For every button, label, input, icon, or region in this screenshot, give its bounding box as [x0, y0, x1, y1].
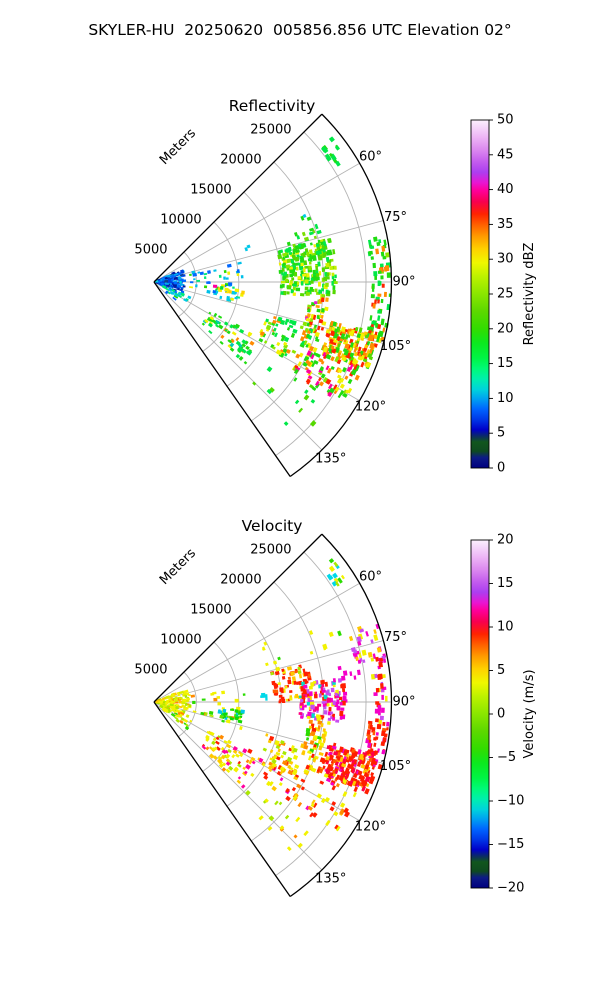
- reflectivity-panel-title: Reflectivity: [228, 97, 316, 115]
- colorbar-tick-label: 35: [497, 217, 514, 232]
- azimuth-gridline: [153, 640, 384, 703]
- range-ring: [178, 671, 197, 738]
- range-ring: [275, 131, 367, 457]
- echo-region-edge-90: [370, 655, 388, 725]
- colorbar-tick-label: 15: [497, 356, 514, 371]
- azimuth-gridline: [153, 701, 384, 764]
- echo-region-top-dashes: [326, 558, 345, 587]
- azimuth-tick-label: 75°: [384, 210, 407, 225]
- colorbar-tick-label: 20: [497, 533, 514, 548]
- range-tick-label: 20000: [220, 573, 261, 588]
- range-ring: [226, 611, 282, 807]
- range-tick-label: 20000: [220, 153, 261, 168]
- echo-region-cyan-dash: [260, 692, 268, 701]
- echo-region-edge-top-magenta: [348, 623, 387, 663]
- azimuth-gridline: [153, 582, 360, 703]
- range-tick-label: 10000: [160, 213, 201, 228]
- azimuth-tick-label: 60°: [359, 570, 382, 585]
- colorbar-tick-label: 45: [497, 147, 514, 162]
- colorbar-tick-label: 25: [497, 287, 514, 302]
- echo-region-green-streak: [217, 708, 245, 724]
- echo-region-spot-67: [300, 213, 312, 221]
- echo-region-edge-low-red: [365, 720, 390, 770]
- echo-region-band-low: [201, 730, 264, 789]
- azimuth-tick-label: 105°: [380, 759, 411, 774]
- echo-region-mid-specks: [190, 690, 246, 731]
- echo-cells: [154, 558, 390, 852]
- colorbar-tick-label: −20: [497, 881, 524, 896]
- colorbar-tick-label: −5: [497, 750, 516, 765]
- azimuth-tick-label: 135°: [315, 871, 346, 886]
- echo-region-band-low: [201, 311, 255, 365]
- colorbar-tick-label: 50: [497, 113, 514, 128]
- echo-region-blob-upper-bits: [286, 223, 322, 253]
- echo-region-apex-fan: [154, 689, 192, 719]
- colorbar-tick-label: 0: [497, 707, 505, 722]
- azimuth-gridline: [153, 701, 323, 871]
- echo-region-low-sparse: [245, 790, 309, 852]
- echo-region-edge-up: [367, 236, 392, 304]
- azimuth-tick-label: 90°: [392, 695, 415, 710]
- echo-region-big-red-blob: [316, 742, 379, 795]
- echo-region-upper-mid-specks: [261, 630, 342, 676]
- sector-boundary: [153, 113, 393, 478]
- azimuth-tick-label: 120°: [355, 400, 386, 415]
- azimuth-tick-label: 135°: [315, 451, 346, 466]
- echo-region-magenta-specks: [337, 658, 363, 681]
- echo-region-apex-fringe: [159, 704, 193, 731]
- colorbar-tick-label: 10: [497, 620, 514, 635]
- figure-title: SKYLER-HU 20250620 005856.856 UTC Elevat…: [88, 21, 512, 39]
- azimuth-gridline: [153, 701, 360, 822]
- echo-region-top-dashes: [320, 136, 341, 167]
- colorbar-tick-label: 40: [497, 182, 514, 197]
- echo-region-band-mid: [261, 733, 319, 781]
- azimuth-gridline: [153, 281, 323, 451]
- azimuth-tick-label: 120°: [355, 820, 386, 835]
- colorbar-tick-label: 15: [497, 576, 514, 591]
- velocity-panel-title: Velocity: [241, 517, 303, 535]
- azimuth-gridline: [153, 220, 384, 283]
- colorbar: [470, 539, 490, 889]
- colorbar-tick-label: 20: [497, 321, 514, 336]
- echo-region-band-mid: [258, 315, 320, 367]
- echo-region-edge-low: [366, 299, 391, 343]
- echo-region-se-core: [320, 320, 378, 370]
- echo-region-inner-streak: [212, 284, 245, 302]
- colorbar-tick-label: 5: [497, 426, 505, 441]
- colorbar-tick-label: 5: [497, 663, 505, 678]
- azimuth-tick-label: 60°: [359, 150, 382, 165]
- range-tick-label: 5000: [134, 243, 167, 258]
- range-tick-label: 25000: [250, 543, 291, 558]
- echo-region-low-sparse: [252, 366, 317, 427]
- colorbar-tick-label: 30: [497, 252, 514, 267]
- range-tick-label: 25000: [250, 123, 291, 138]
- colorbar-tick-label: 0: [497, 461, 505, 476]
- echo-region-lone-dots: [244, 244, 251, 252]
- reflectivity-colorbar-label: Reflectivity dBZ: [522, 242, 537, 346]
- colorbar-tick-label: −15: [497, 837, 524, 852]
- echo-region-se-lower: [291, 342, 360, 399]
- echo-region-apex-fringe: [161, 285, 192, 303]
- echo-cells: [154, 136, 392, 427]
- sector-boundary: [153, 533, 393, 898]
- azimuth-gridline: [153, 162, 360, 283]
- echo-region-magenta-blob: [298, 678, 348, 723]
- colorbar: [470, 119, 490, 469]
- colorbar-tick-label: −10: [497, 794, 524, 809]
- range-tick-label: 5000: [134, 663, 167, 678]
- azimuth-tick-label: 75°: [384, 630, 407, 645]
- velocity-colorbar-label: Velocity (m/s): [522, 669, 537, 759]
- azimuth-tick-label: 105°: [380, 339, 411, 354]
- range-tick-label: 10000: [160, 633, 201, 648]
- range-tick-label: 15000: [190, 183, 231, 198]
- colorbar-tick-label: 10: [497, 391, 514, 406]
- echo-region-central-green-blob: [277, 237, 338, 298]
- range-ring: [275, 551, 367, 877]
- echo-region-apex-clutter: [154, 269, 187, 294]
- azimuth-tick-label: 90°: [392, 275, 415, 290]
- range-tick-label: 15000: [190, 603, 231, 618]
